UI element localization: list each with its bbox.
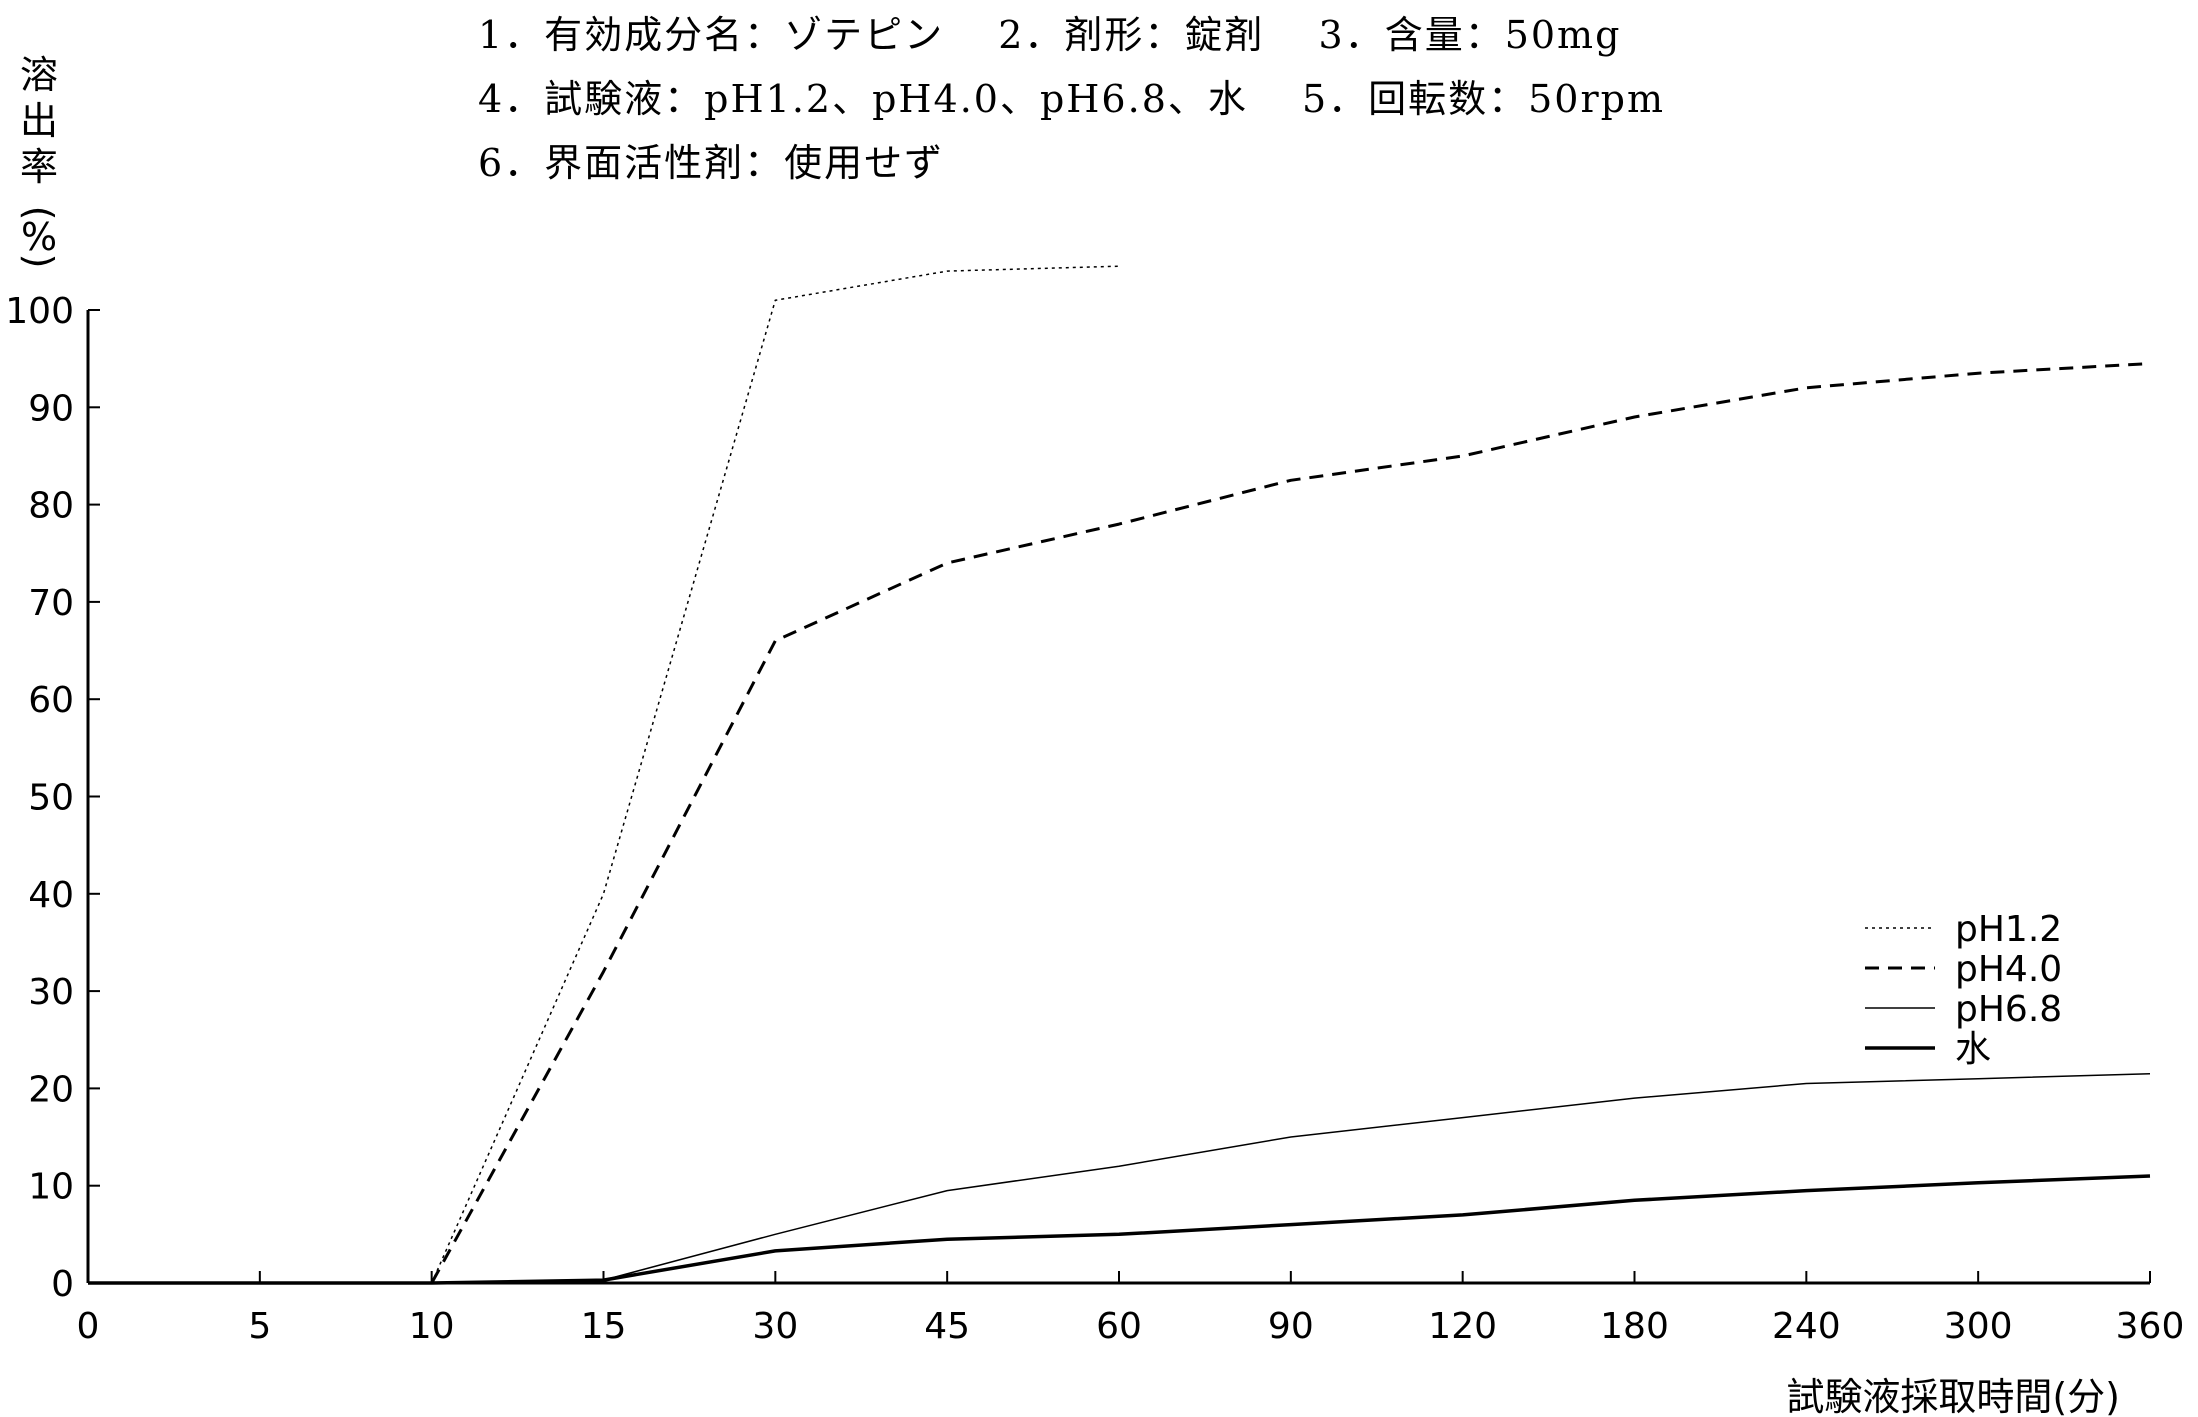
x-tick-label-120: 120 bbox=[1428, 1306, 1497, 1347]
condition-line-1: 1．有効成分名：ゾテピン 2．剤形：錠剤 3．含量：50mg bbox=[478, 13, 1622, 57]
x-tick-label-240: 240 bbox=[1772, 1306, 1841, 1347]
x-tick-label-45: 45 bbox=[924, 1306, 970, 1347]
y-tick-label-80: 80 bbox=[28, 486, 74, 527]
legend-label-1: pH1.2 bbox=[1955, 909, 2062, 950]
condition-line-2: 4．試験液：pH1.2、pH4.0、pH6.8、水 5．回転数：50rpm bbox=[478, 77, 1666, 121]
condition-line-3: 6．界面活性剤：使用せず bbox=[478, 141, 945, 185]
x-tick-label-300: 300 bbox=[1944, 1306, 2013, 1347]
series-line-3 bbox=[88, 1073, 2151, 1284]
x-tick-label-360: 360 bbox=[2116, 1306, 2185, 1347]
x-tick-label-5: 5 bbox=[248, 1306, 271, 1347]
y-tick-label-20: 20 bbox=[28, 1069, 74, 1110]
y-tick-label-50: 50 bbox=[28, 778, 74, 819]
legend-label-3: pH6.8 bbox=[1955, 989, 2062, 1030]
y-tick-label-60: 60 bbox=[28, 680, 74, 721]
y-axis-label-char-5: % bbox=[20, 215, 58, 259]
y-axis-label-char-1: 溶 bbox=[19, 53, 58, 97]
x-tick-label-60: 60 bbox=[1096, 1306, 1142, 1347]
series-line-2 bbox=[88, 362, 2151, 1285]
y-tick-label-30: 30 bbox=[28, 972, 74, 1013]
x-tick-label-30: 30 bbox=[752, 1306, 798, 1347]
x-tick-label-0: 0 bbox=[77, 1306, 100, 1347]
y-tick-label-100: 100 bbox=[5, 291, 74, 332]
legend-label-4: 水 bbox=[1955, 1029, 1991, 1070]
legend-label-2: pH4.0 bbox=[1955, 949, 2062, 990]
x-tick-label-180: 180 bbox=[1600, 1306, 1669, 1347]
x-tick-label-15: 15 bbox=[581, 1306, 627, 1347]
x-axis-title: 試験液採取時間(分) bbox=[1786, 1375, 2120, 1417]
y-axis-label-char-3: 率 bbox=[19, 145, 58, 189]
x-tick-label-10: 10 bbox=[409, 1306, 455, 1347]
y-axis-label-char-2: 出 bbox=[19, 99, 58, 143]
x-tick-label-90: 90 bbox=[1268, 1306, 1314, 1347]
y-tick-label-70: 70 bbox=[28, 583, 74, 624]
y-tick-label-0: 0 bbox=[51, 1264, 74, 1305]
y-tick-label-10: 10 bbox=[28, 1167, 74, 1208]
y-tick-label-40: 40 bbox=[28, 875, 74, 916]
series-line-4 bbox=[88, 1174, 2151, 1285]
series-line-1 bbox=[88, 265, 1120, 1284]
y-tick-label-90: 90 bbox=[28, 388, 74, 429]
